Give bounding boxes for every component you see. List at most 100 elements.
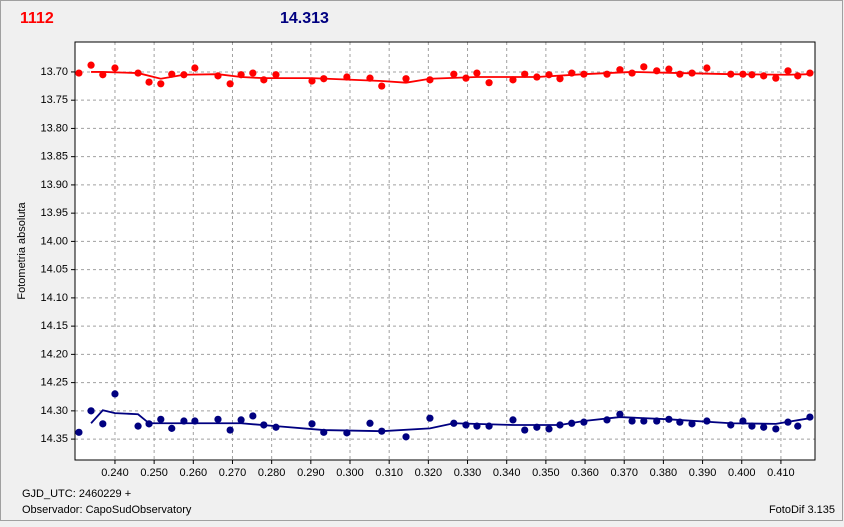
x-tick-label: 0.270 bbox=[219, 467, 247, 479]
data-point bbox=[521, 70, 529, 78]
data-point bbox=[366, 419, 374, 427]
data-point bbox=[533, 423, 541, 431]
data-point bbox=[739, 417, 747, 425]
data-point bbox=[402, 433, 410, 441]
data-point bbox=[603, 70, 611, 78]
y-tick-label: 14.15 bbox=[40, 320, 68, 332]
data-point bbox=[343, 73, 351, 81]
data-point bbox=[75, 428, 83, 436]
y-tick-label: 14.20 bbox=[40, 348, 68, 360]
data-point bbox=[533, 73, 541, 81]
data-point bbox=[485, 422, 493, 430]
data-point bbox=[580, 70, 588, 78]
data-point bbox=[157, 80, 165, 88]
data-point bbox=[653, 67, 661, 75]
data-point bbox=[545, 425, 553, 433]
data-point bbox=[772, 74, 780, 82]
y-tick-label: 13.95 bbox=[40, 207, 68, 219]
y-tick-label: 14.05 bbox=[40, 264, 68, 276]
data-point bbox=[249, 69, 257, 77]
data-point bbox=[426, 414, 434, 422]
data-point bbox=[145, 420, 153, 428]
data-point bbox=[99, 420, 107, 428]
y-tick-label: 14.00 bbox=[40, 235, 68, 247]
data-point bbox=[772, 425, 780, 433]
trend-line bbox=[90, 409, 811, 433]
x-tick-label: 0.310 bbox=[375, 467, 403, 479]
data-point bbox=[521, 426, 529, 434]
data-point bbox=[226, 80, 234, 88]
data-point bbox=[640, 63, 648, 71]
data-point bbox=[111, 390, 119, 398]
data-point bbox=[794, 72, 802, 80]
y-tick-label: 14.25 bbox=[40, 377, 68, 389]
plot-area bbox=[75, 42, 815, 460]
data-point bbox=[509, 76, 517, 84]
data-point bbox=[806, 413, 814, 421]
footer-text: FotoDif 3.135 bbox=[769, 504, 835, 516]
footer-text: GJD_UTC: 2460229 + bbox=[22, 488, 131, 500]
data-point bbox=[378, 427, 386, 435]
data-point bbox=[308, 77, 316, 85]
data-point bbox=[628, 69, 636, 77]
x-tick-label: 0.370 bbox=[610, 467, 638, 479]
x-tick-label: 0.300 bbox=[336, 467, 364, 479]
data-point bbox=[308, 420, 316, 428]
footer-text: Observador: CapoSudObservatory bbox=[22, 504, 192, 516]
data-point bbox=[249, 412, 257, 420]
data-point bbox=[237, 71, 245, 79]
data-point bbox=[191, 417, 199, 425]
data-point bbox=[237, 416, 245, 424]
data-point bbox=[462, 74, 470, 82]
data-point bbox=[640, 417, 648, 425]
data-point bbox=[320, 428, 328, 436]
series-label: 14.313 bbox=[280, 10, 329, 27]
data-point bbox=[145, 78, 153, 86]
data-point bbox=[794, 422, 802, 430]
data-point bbox=[665, 65, 673, 73]
data-point bbox=[748, 422, 756, 430]
x-tick-label: 0.280 bbox=[258, 467, 286, 479]
data-point bbox=[226, 426, 234, 434]
data-point bbox=[366, 74, 374, 82]
data-point bbox=[272, 71, 280, 79]
x-tick-label: 0.330 bbox=[454, 467, 482, 479]
data-point bbox=[703, 64, 711, 72]
y-tick-label: 13.70 bbox=[40, 66, 68, 78]
data-point bbox=[739, 70, 747, 78]
x-tick-label: 0.340 bbox=[493, 467, 521, 479]
data-point bbox=[180, 71, 188, 79]
data-point bbox=[168, 424, 176, 432]
data-point bbox=[580, 418, 588, 426]
data-point bbox=[378, 82, 386, 90]
data-point bbox=[87, 61, 95, 69]
data-point bbox=[568, 419, 576, 427]
data-point bbox=[99, 71, 107, 79]
data-point bbox=[727, 421, 735, 429]
data-point bbox=[473, 69, 481, 77]
data-point bbox=[676, 70, 684, 78]
data-point bbox=[402, 75, 410, 83]
data-point bbox=[748, 71, 756, 79]
trend-line bbox=[91, 71, 810, 84]
y-tick-label: 13.90 bbox=[40, 179, 68, 191]
data-point bbox=[784, 418, 792, 426]
data-point bbox=[157, 415, 165, 423]
x-tick-label: 0.250 bbox=[140, 467, 168, 479]
data-point bbox=[727, 70, 735, 78]
x-tick-label: 0.290 bbox=[297, 467, 325, 479]
data-point bbox=[450, 419, 458, 427]
data-point bbox=[75, 69, 83, 77]
data-point bbox=[214, 72, 222, 80]
data-point bbox=[111, 64, 119, 72]
data-point bbox=[806, 69, 814, 77]
plot-border bbox=[74, 41, 816, 461]
data-point bbox=[688, 420, 696, 428]
x-tick-label: 0.380 bbox=[650, 467, 678, 479]
data-point bbox=[450, 70, 458, 78]
data-point bbox=[616, 66, 624, 74]
x-tick-label: 0.360 bbox=[571, 467, 599, 479]
data-point bbox=[676, 418, 684, 426]
data-point bbox=[509, 416, 517, 424]
